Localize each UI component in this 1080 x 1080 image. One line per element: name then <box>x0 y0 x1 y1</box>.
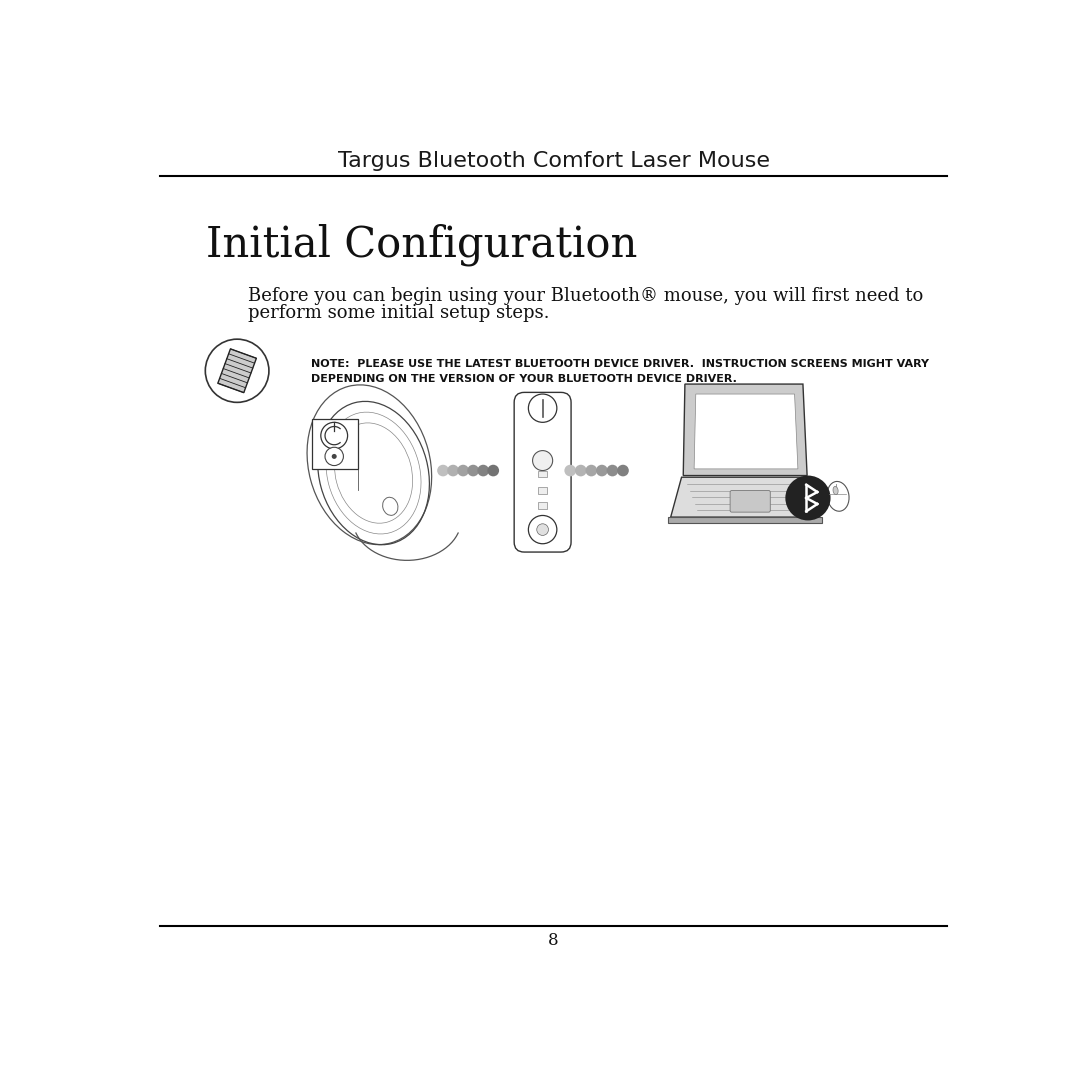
Circle shape <box>321 422 348 449</box>
Circle shape <box>437 464 449 476</box>
Ellipse shape <box>833 486 838 495</box>
Polygon shape <box>684 384 807 475</box>
Circle shape <box>205 339 269 403</box>
Circle shape <box>528 515 557 543</box>
Text: Before you can begin using your Bluetooth® mouse, you will first need to: Before you can begin using your Bluetoot… <box>248 287 923 305</box>
Polygon shape <box>694 394 798 469</box>
Circle shape <box>457 464 469 476</box>
Circle shape <box>575 464 586 476</box>
Circle shape <box>565 464 576 476</box>
Circle shape <box>596 464 608 476</box>
Circle shape <box>477 464 489 476</box>
Circle shape <box>487 464 499 476</box>
Text: Initial Configuration: Initial Configuration <box>206 224 637 266</box>
Polygon shape <box>218 349 256 393</box>
FancyBboxPatch shape <box>312 419 359 469</box>
Circle shape <box>447 464 459 476</box>
Circle shape <box>532 450 553 471</box>
FancyBboxPatch shape <box>730 490 770 512</box>
Circle shape <box>617 464 629 476</box>
FancyBboxPatch shape <box>514 392 571 552</box>
Bar <box>539 502 546 509</box>
Bar <box>539 471 546 477</box>
Circle shape <box>607 464 618 476</box>
Circle shape <box>468 464 480 476</box>
Text: perform some initial setup steps.: perform some initial setup steps. <box>248 305 550 323</box>
Ellipse shape <box>827 482 849 511</box>
Circle shape <box>332 454 337 459</box>
Circle shape <box>785 475 831 521</box>
Circle shape <box>325 447 343 465</box>
Circle shape <box>537 524 549 536</box>
Polygon shape <box>669 517 822 523</box>
Polygon shape <box>671 477 820 517</box>
Text: NOTE:  PLEASE USE THE LATEST BLUETOOTH DEVICE DRIVER.  INSTRUCTION SCREENS MIGHT: NOTE: PLEASE USE THE LATEST BLUETOOTH DE… <box>311 360 929 369</box>
Text: 8: 8 <box>549 932 558 949</box>
Bar <box>539 487 546 494</box>
Text: DEPENDING ON THE VERSION OF YOUR BLUETOOTH DEVICE DRIVER.: DEPENDING ON THE VERSION OF YOUR BLUETOO… <box>311 374 737 384</box>
Circle shape <box>585 464 597 476</box>
Text: Targus Bluetooth Comfort Laser Mouse: Targus Bluetooth Comfort Laser Mouse <box>337 151 769 172</box>
Circle shape <box>528 394 557 422</box>
